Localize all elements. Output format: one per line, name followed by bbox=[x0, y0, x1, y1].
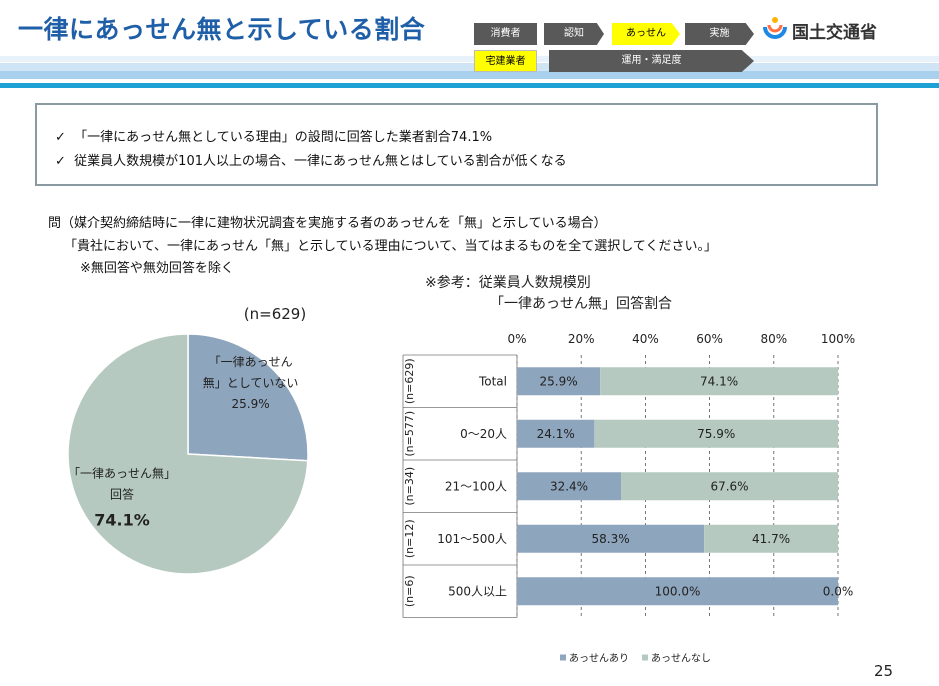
bar-chart-title: 「一律あっせん無」回答割合 bbox=[490, 295, 672, 312]
category-label: 500人以上 bbox=[448, 584, 507, 598]
badge-operation-satisfaction: 運用・満足度 bbox=[549, 50, 754, 72]
data-label: 75.9% bbox=[697, 427, 735, 441]
page-number: 25 bbox=[874, 662, 894, 680]
ministry-name: 国土交通省 bbox=[792, 23, 877, 43]
pie-slice bbox=[67, 333, 309, 575]
bar-segment bbox=[600, 367, 838, 396]
pie-slice bbox=[187, 333, 309, 462]
question-note: ※無回答や無効回答を除く bbox=[80, 261, 234, 276]
pie-slice-label: 回答 bbox=[110, 486, 134, 501]
pie-title: (n=629) bbox=[244, 305, 306, 323]
ministry-logo-icon bbox=[763, 17, 787, 39]
summary-item: ✓ 従業員人数規模が101人以上の場合、一律にあっせん無とはしている割合が低くな… bbox=[55, 150, 567, 169]
group-label: (n=34) bbox=[403, 467, 416, 506]
x-tick-label: 100% bbox=[821, 332, 855, 346]
bar-segment bbox=[517, 367, 601, 396]
bar-segment bbox=[517, 524, 705, 553]
check-icon: ✓ bbox=[55, 154, 66, 169]
x-tick-label: 60% bbox=[696, 332, 723, 346]
data-label: 74.1% bbox=[700, 374, 738, 388]
legend-label: あっせんなし bbox=[651, 653, 711, 663]
stacked-bar-chart: ※参考：従業員人数規模別「一律あっせん無」回答割合 0% 20% 40% 60% 80% 1… bbox=[402, 274, 855, 663]
data-label: 24.1% bbox=[537, 427, 575, 441]
x-tick-label: 40% bbox=[632, 332, 659, 346]
badge-consumer: 消費者 bbox=[474, 23, 537, 45]
pie-chart: (n=629) 「一律あっせん無」としていない 25.9% 「一律あっせん無」回答 74… bbox=[67, 305, 309, 575]
badge-referral-active: あっせん bbox=[612, 23, 680, 45]
header-stripe bbox=[0, 71, 939, 79]
pie-value-label: 74.1% bbox=[94, 510, 150, 529]
bar-segment bbox=[594, 419, 838, 448]
group-label: (n=577) bbox=[403, 411, 416, 457]
bar-segment bbox=[517, 419, 595, 448]
legend-swatch bbox=[642, 654, 648, 661]
summary-text: 「一律にあっせん無としている理由」の設問に回答した業者割合74.1% bbox=[74, 130, 493, 145]
pie-slice-label: 「一律あっせん無」 bbox=[68, 465, 176, 480]
question-line: 問（媒介契約締結時に一律に建物状況調査を実施する者のあっせんを「無」と示している… bbox=[48, 216, 607, 231]
badge-awareness: 認知 bbox=[544, 23, 604, 45]
data-label: 0.0% bbox=[823, 584, 854, 598]
badge-broker-active: 宅建業者 bbox=[474, 50, 537, 72]
pie-slice-label: 「一律あっせん bbox=[209, 355, 293, 369]
bar-segment bbox=[517, 577, 838, 606]
bar-segment bbox=[704, 524, 838, 553]
summary-item: ✓ 「一律にあっせん無としている理由」の設問に回答した業者割合74.1% bbox=[55, 126, 492, 145]
summary-text: 従業員人数規模が101人以上の場合、一律にあっせん無とはしている割合が低くなる bbox=[74, 154, 567, 169]
data-label: 58.3% bbox=[592, 532, 630, 546]
data-label: 67.6% bbox=[710, 479, 748, 493]
x-tick-label: 80% bbox=[760, 332, 787, 346]
group-label: (n=12) bbox=[403, 519, 416, 558]
legend-label: あっせんあり bbox=[569, 653, 629, 663]
header-stripe bbox=[0, 63, 939, 71]
data-label: 100.0% bbox=[655, 584, 701, 598]
page-title: 一律にあっせん無と示している割合 bbox=[18, 15, 426, 44]
category-label: Total bbox=[478, 374, 507, 388]
bar-segment bbox=[517, 472, 622, 501]
pie-slice-label: 無」としていない bbox=[203, 375, 299, 390]
group-label: (n=629) bbox=[403, 358, 416, 404]
badge-implementation: 実施 bbox=[685, 23, 754, 45]
group-label: (n=6) bbox=[403, 575, 416, 607]
category-label: 101～500人 bbox=[437, 532, 507, 546]
legend-swatch bbox=[560, 654, 566, 661]
x-tick-label: 0% bbox=[507, 332, 526, 346]
x-tick-label: 20% bbox=[568, 332, 595, 346]
data-label: 32.4% bbox=[550, 479, 588, 493]
question-line: 「貴社において、一律にあっせん「無」と示している理由について、当てはまるものを全… bbox=[64, 239, 717, 254]
bar-segment bbox=[621, 472, 838, 501]
summary-box: ✓ 「一律にあっせん無としている理由」の設問に回答した業者割合74.1% ✓ 従… bbox=[35, 103, 878, 186]
header-accent-bar bbox=[0, 83, 939, 88]
data-label: 25.9% bbox=[540, 374, 578, 388]
category-label: 0～20人 bbox=[460, 427, 507, 441]
data-label: 41.7% bbox=[752, 532, 790, 546]
process-flow: 消費者 認知 あっせん 実施 宅建業者 運用・満足度 bbox=[474, 23, 754, 75]
pie-value-label: 25.9% bbox=[232, 397, 270, 411]
bar-chart-title: ※参考：従業員人数規模別 bbox=[425, 274, 591, 291]
header-stripe bbox=[0, 56, 939, 62]
check-icon: ✓ bbox=[55, 130, 66, 145]
category-label: 21～100人 bbox=[445, 479, 507, 493]
